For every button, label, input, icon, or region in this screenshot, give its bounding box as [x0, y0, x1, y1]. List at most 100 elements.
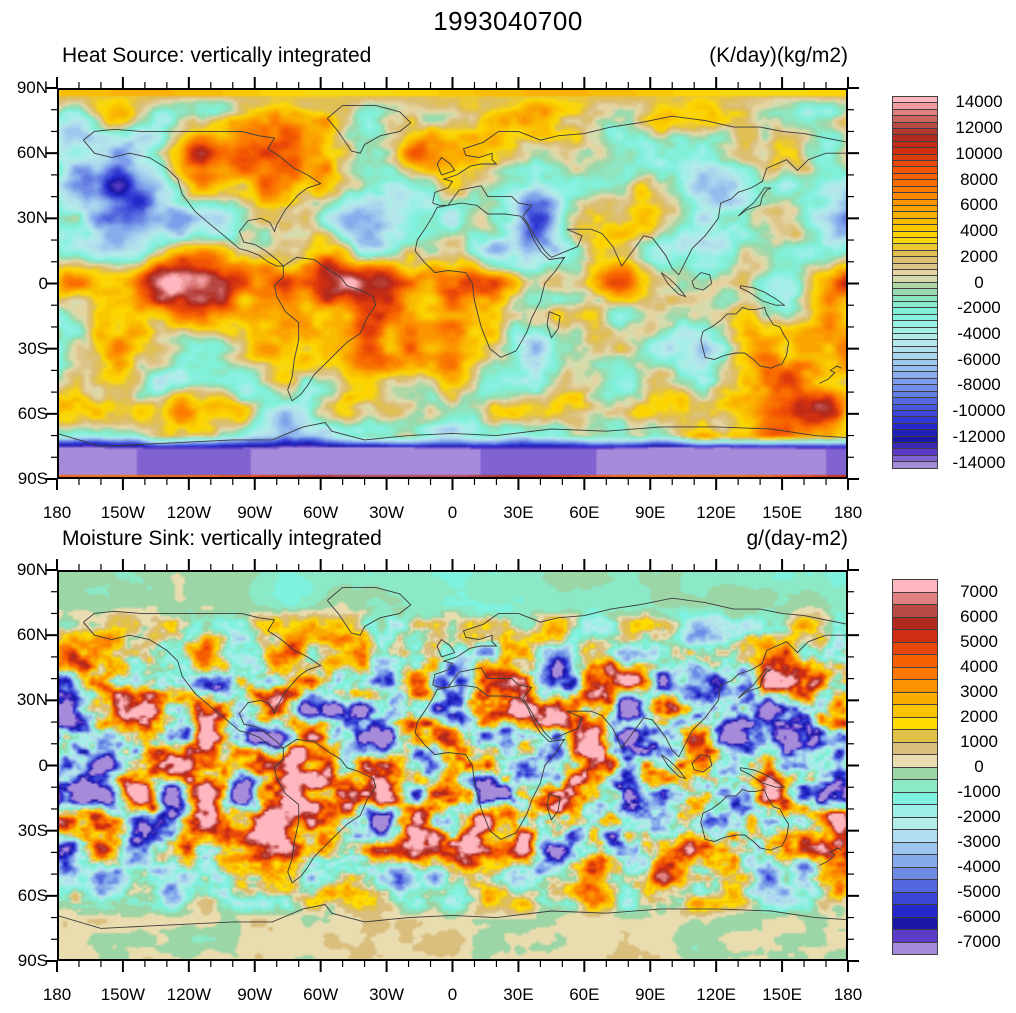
x-tick-label: 0	[447, 503, 458, 522]
colorbar-tick-label: 3000	[960, 681, 998, 701]
colorbar-tick-label: 2000	[960, 706, 998, 726]
colorbar-box	[893, 230, 937, 237]
x-tick-label: 60E	[569, 985, 600, 1004]
colorbar-box	[893, 313, 937, 321]
colorbar-box	[893, 358, 937, 366]
colorbar-box	[893, 729, 937, 742]
colorbar-box	[893, 916, 937, 929]
x-tick-label: 0	[447, 985, 458, 1004]
colorbar-box	[893, 140, 937, 148]
colorbar-tick-label: -12000	[952, 426, 1006, 446]
colorbar-box	[893, 102, 937, 109]
moisture-sink-units: g/(day-m2)	[746, 527, 848, 550]
colorbar-box	[893, 716, 937, 729]
colorbar-box	[893, 390, 937, 398]
x-tick-label: 180	[833, 985, 863, 1004]
x-tick-label: 30E	[503, 503, 534, 522]
colorbar-tick-label: 5000	[960, 631, 998, 651]
colorbar-tick-label: -1000	[957, 782, 1001, 802]
colorbar-tick-label: -4000	[957, 323, 1001, 343]
x-tick-label: 180	[42, 503, 72, 522]
x-tick-label: 120W	[166, 985, 212, 1004]
colorbar-box	[893, 307, 937, 314]
colorbar-box	[893, 377, 937, 385]
colorbar-box	[893, 654, 937, 667]
colorbar-box	[893, 691, 937, 704]
colorbar-box	[893, 204, 937, 212]
y-tick-label: 60S	[17, 403, 48, 423]
colorbar-box	[893, 816, 937, 829]
x-tick-label: 120E	[696, 503, 737, 522]
heat-source-colorbar	[892, 96, 938, 469]
colorbar-box	[893, 841, 937, 854]
x-tick-label: 150W	[100, 503, 146, 522]
y-tick-label: 30S	[17, 820, 48, 840]
colorbar-box	[893, 741, 937, 754]
colorbar-tick-label: 6000	[960, 606, 998, 626]
colorbar-box	[893, 172, 937, 180]
x-tick-label: 120W	[166, 503, 212, 522]
y-tick-label: 60N	[16, 625, 48, 645]
colorbar-tick-label: -6000	[957, 907, 1001, 927]
colorbar-tick-label: 4000	[960, 221, 998, 241]
colorbar-box	[893, 891, 937, 904]
y-tick-label: 60S	[17, 885, 48, 905]
colorbar-box	[893, 294, 937, 301]
colorbar-box	[893, 115, 937, 122]
colorbar-tick-label: -6000	[957, 349, 1001, 369]
colorbar-box	[893, 301, 937, 308]
y-tick-label: 30N	[16, 208, 48, 228]
colorbar-box	[893, 192, 937, 199]
y-tick-label: 90N	[16, 78, 48, 97]
x-tick-label: 150E	[762, 503, 802, 522]
colorbar-box	[893, 804, 937, 817]
heat-source-map	[57, 88, 848, 479]
x-tick-label: 30W	[369, 503, 405, 522]
y-tick-label: 0	[38, 273, 48, 293]
colorbar-tick-label: -4000	[957, 857, 1001, 877]
colorbar-box	[893, 224, 937, 231]
x-tick-label: 60W	[303, 503, 339, 522]
colorbar-box	[893, 779, 937, 792]
heat-source-title: Heat Source: vertically integrated	[62, 44, 372, 67]
colorbar-box	[893, 108, 937, 116]
colorbar-box	[893, 160, 937, 167]
y-tick-label: 90N	[16, 560, 48, 579]
colorbar-box	[893, 211, 937, 218]
colorbar-box	[893, 185, 937, 193]
colorbar-box	[893, 448, 937, 455]
x-tick-label: 180	[42, 985, 72, 1004]
colorbar-box	[893, 441, 937, 449]
colorbar-box	[893, 320, 937, 327]
colorbar-tick-label: 12000	[955, 118, 1003, 138]
x-tick-label: 150W	[100, 985, 146, 1004]
colorbar-tick-label: 10000	[955, 143, 1003, 163]
x-tick-label: 30W	[369, 985, 405, 1004]
colorbar-box	[893, 629, 937, 642]
main-title: 1993040700	[433, 6, 583, 36]
colorbar-box	[893, 179, 937, 186]
colorbar-box	[893, 333, 937, 340]
colorbar-box	[893, 941, 937, 954]
coastlines	[57, 586, 848, 929]
colorbar-tick-label: -7000	[957, 932, 1001, 952]
colorbar-box	[893, 879, 937, 892]
colorbar-box	[893, 409, 937, 417]
x-tick-label: 90E	[635, 985, 666, 1004]
colorbar-box	[893, 281, 937, 289]
colorbar-box	[893, 641, 937, 654]
colorbar-box	[893, 121, 937, 129]
colorbar-box	[893, 371, 937, 378]
colorbar-box	[893, 262, 937, 269]
colorbar-box	[893, 256, 937, 263]
colorbar-box	[893, 791, 937, 804]
x-tick-label: 90W	[237, 503, 273, 522]
colorbar-box	[893, 591, 937, 604]
x-tick-label: 90W	[237, 985, 273, 1004]
colorbar-box	[893, 365, 937, 372]
colorbar-tick-label: 6000	[960, 195, 998, 215]
colorbar-box	[893, 929, 937, 942]
colorbar-box	[893, 326, 937, 334]
colorbar-tick-label: 1000	[960, 731, 998, 751]
